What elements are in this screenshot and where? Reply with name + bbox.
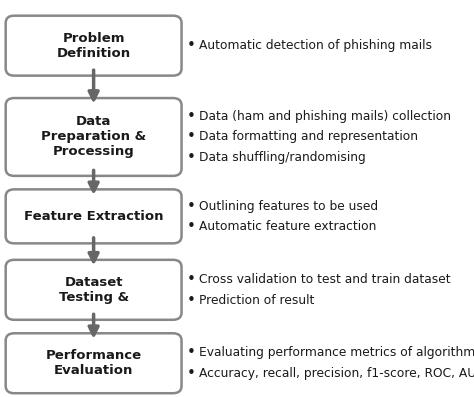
Text: Accuracy, recall, precision, f1-score, ROC, AUC: Accuracy, recall, precision, f1-score, R… (199, 367, 474, 380)
FancyBboxPatch shape (6, 15, 182, 75)
FancyBboxPatch shape (6, 333, 182, 393)
Text: Automatic detection of phishing mails: Automatic detection of phishing mails (199, 39, 432, 52)
Text: •: • (187, 38, 196, 53)
Text: Data shuffling/randomising: Data shuffling/randomising (199, 151, 366, 164)
Text: Outlining features to be used: Outlining features to be used (199, 200, 378, 212)
Text: Performance
Evaluation: Performance Evaluation (46, 349, 142, 377)
Text: •: • (187, 198, 196, 214)
Text: •: • (187, 366, 196, 381)
Text: Dataset
Testing &: Dataset Testing & (59, 276, 128, 304)
FancyBboxPatch shape (6, 189, 182, 243)
Text: •: • (187, 109, 196, 124)
Text: Automatic feature extraction: Automatic feature extraction (199, 220, 376, 233)
Text: Evaluating performance metrics of algorithm: Evaluating performance metrics of algori… (199, 347, 474, 359)
Text: Problem
Definition: Problem Definition (56, 32, 131, 60)
Text: Feature Extraction: Feature Extraction (24, 210, 164, 223)
Text: •: • (187, 150, 196, 165)
Text: •: • (187, 293, 196, 308)
Text: Data formatting and representation: Data formatting and representation (199, 131, 418, 143)
Text: •: • (187, 272, 196, 287)
FancyBboxPatch shape (6, 260, 182, 320)
Text: •: • (187, 129, 196, 145)
Text: Data
Preparation &
Processing: Data Preparation & Processing (41, 116, 146, 158)
Text: Data (ham and phishing mails) collection: Data (ham and phishing mails) collection (199, 110, 451, 123)
FancyBboxPatch shape (6, 98, 182, 176)
Text: •: • (187, 345, 196, 360)
Text: •: • (187, 219, 196, 234)
Text: Prediction of result: Prediction of result (199, 294, 314, 306)
Text: Cross validation to test and train dataset: Cross validation to test and train datas… (199, 273, 451, 286)
